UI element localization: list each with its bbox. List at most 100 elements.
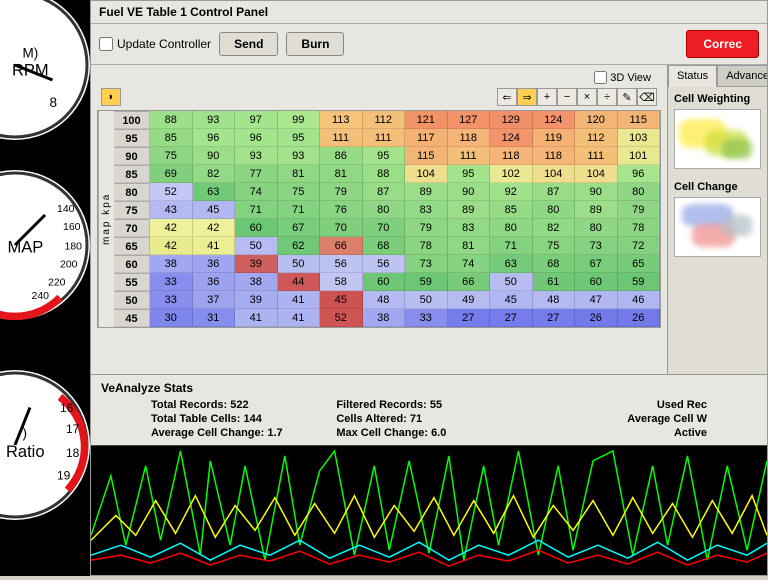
ve-cell[interactable]: 41 (278, 291, 321, 309)
ve-cell[interactable]: 89 (575, 201, 618, 219)
ve-cell[interactable]: 93 (235, 147, 278, 165)
ve-cell[interactable]: 69 (150, 165, 193, 183)
ve-cell[interactable]: 48 (363, 291, 406, 309)
ve-cell[interactable]: 79 (618, 201, 661, 219)
ve-cell[interactable]: 112 (363, 111, 406, 129)
ve-cell[interactable]: 115 (405, 147, 448, 165)
ve-cell[interactable]: 59 (618, 273, 661, 291)
arrow-left-icon[interactable]: ⇐ (497, 88, 517, 106)
ve-cell[interactable]: 111 (575, 147, 618, 165)
burn-button[interactable]: Burn (286, 32, 344, 56)
ve-cell[interactable]: 71 (490, 237, 533, 255)
ve-cell[interactable]: 76 (320, 201, 363, 219)
ve-cell[interactable]: 113 (320, 111, 363, 129)
ve-cell[interactable]: 42 (193, 219, 236, 237)
ve-cell[interactable]: 87 (533, 183, 576, 201)
ve-cell[interactable]: 27 (490, 309, 533, 327)
ve-cell[interactable]: 38 (363, 309, 406, 327)
ve-cell[interactable]: 41 (278, 309, 321, 327)
ve-cell[interactable]: 89 (405, 183, 448, 201)
ve-cell[interactable]: 75 (533, 237, 576, 255)
ve-cell[interactable]: 44 (278, 273, 321, 291)
ve-cell[interactable]: 50 (490, 273, 533, 291)
ve-cell[interactable]: 62 (278, 237, 321, 255)
ve-cell[interactable]: 73 (405, 255, 448, 273)
ve-cell[interactable]: 77 (235, 165, 278, 183)
ve-cell[interactable]: 118 (490, 147, 533, 165)
ve-table[interactable]: map kpa 10088939799113112121127129124120… (97, 110, 661, 328)
ve-cell[interactable]: 52 (150, 183, 193, 201)
ve-cell[interactable]: 96 (235, 129, 278, 147)
ve-cell[interactable]: 50 (235, 237, 278, 255)
ve-cell[interactable]: 102 (490, 165, 533, 183)
ve-cell[interactable]: 82 (533, 219, 576, 237)
ve-cell[interactable]: 42 (150, 219, 193, 237)
ve-cell[interactable]: 111 (448, 147, 491, 165)
ve-cell[interactable]: 95 (363, 147, 406, 165)
ve-cell[interactable]: 85 (150, 129, 193, 147)
ve-cell[interactable]: 90 (575, 183, 618, 201)
ve-cell[interactable]: 63 (490, 255, 533, 273)
tab-status[interactable]: Status (668, 65, 717, 87)
multiply-icon[interactable]: × (577, 88, 597, 106)
ve-cell[interactable]: 97 (235, 111, 278, 129)
ve-cell[interactable]: 75 (150, 147, 193, 165)
ve-cell[interactable]: 45 (320, 291, 363, 309)
ve-cell[interactable]: 65 (618, 255, 661, 273)
ve-cell[interactable]: 118 (533, 147, 576, 165)
ve-cell[interactable]: 58 (320, 273, 363, 291)
ve-cell[interactable]: 60 (235, 219, 278, 237)
ve-cell[interactable]: 75 (278, 183, 321, 201)
ve-cell[interactable]: 33 (150, 291, 193, 309)
ve-cell[interactable]: 38 (235, 273, 278, 291)
ve-cell[interactable]: 104 (575, 165, 618, 183)
ve-cell[interactable]: 93 (278, 147, 321, 165)
ve-cell[interactable]: 67 (278, 219, 321, 237)
send-button[interactable]: Send (219, 32, 278, 56)
ve-cell[interactable]: 82 (193, 165, 236, 183)
ve-cell[interactable]: 83 (405, 201, 448, 219)
ve-cell[interactable]: 60 (575, 273, 618, 291)
ve-cell[interactable]: 78 (618, 219, 661, 237)
flag-icon[interactable]: ◗ (101, 88, 121, 106)
ve-cell[interactable]: 63 (193, 183, 236, 201)
ve-cell[interactable]: 111 (320, 129, 363, 147)
ve-cell[interactable]: 96 (193, 129, 236, 147)
tab-advance[interactable]: Advance (717, 65, 767, 87)
ve-cell[interactable]: 26 (618, 309, 661, 327)
ve-cell[interactable]: 33 (150, 273, 193, 291)
ve-cell[interactable]: 101 (618, 147, 661, 165)
minus-icon[interactable]: − (557, 88, 577, 106)
3d-view-checkbox[interactable]: 3D View (594, 71, 651, 84)
ve-cell[interactable]: 59 (405, 273, 448, 291)
ve-cell[interactable]: 89 (448, 201, 491, 219)
ve-cell[interactable]: 124 (490, 129, 533, 147)
ve-cell[interactable]: 83 (448, 219, 491, 237)
ve-cell[interactable]: 80 (363, 201, 406, 219)
ve-cell[interactable]: 87 (363, 183, 406, 201)
ve-cell[interactable]: 30 (150, 309, 193, 327)
ve-cell[interactable]: 68 (363, 237, 406, 255)
ve-cell[interactable]: 46 (618, 291, 661, 309)
ve-cell[interactable]: 47 (575, 291, 618, 309)
ve-cell[interactable]: 37 (193, 291, 236, 309)
ve-cell[interactable]: 73 (575, 237, 618, 255)
ve-cell[interactable]: 93 (193, 111, 236, 129)
ve-cell[interactable]: 124 (533, 111, 576, 129)
ve-cell[interactable]: 88 (150, 111, 193, 129)
ve-cell[interactable]: 104 (533, 165, 576, 183)
ve-cell[interactable]: 39 (235, 255, 278, 273)
ve-cell[interactable]: 52 (320, 309, 363, 327)
ve-cell[interactable]: 88 (363, 165, 406, 183)
ve-cell[interactable]: 112 (575, 129, 618, 147)
correct-button[interactable]: Correc (686, 30, 759, 58)
ve-cell[interactable]: 68 (533, 255, 576, 273)
ve-cell[interactable]: 61 (533, 273, 576, 291)
ve-cell[interactable]: 127 (448, 111, 491, 129)
divide-icon[interactable]: ÷ (597, 88, 617, 106)
ve-cell[interactable]: 41 (235, 309, 278, 327)
ve-cell[interactable]: 66 (448, 273, 491, 291)
ve-cell[interactable]: 74 (448, 255, 491, 273)
ve-cell[interactable]: 119 (533, 129, 576, 147)
ve-cell[interactable]: 85 (490, 201, 533, 219)
